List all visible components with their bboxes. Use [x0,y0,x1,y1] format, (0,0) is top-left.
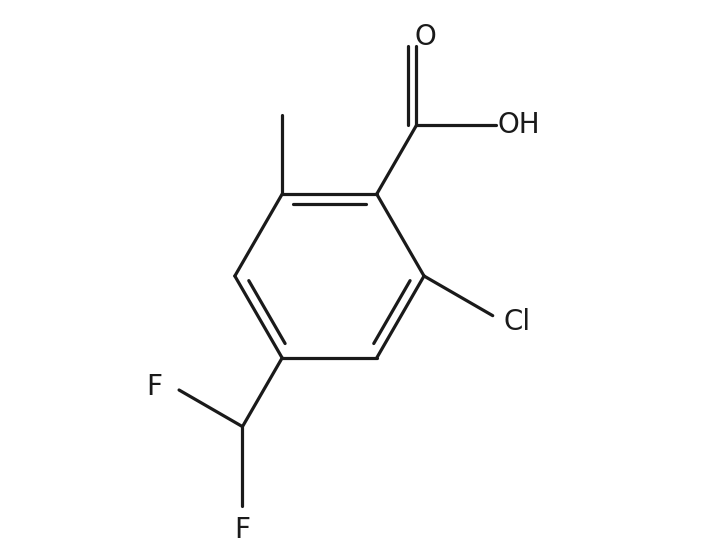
Text: F: F [234,516,250,544]
Text: Cl: Cl [504,308,531,336]
Text: OH: OH [497,112,540,140]
Text: F: F [147,373,163,401]
Text: O: O [415,23,436,51]
